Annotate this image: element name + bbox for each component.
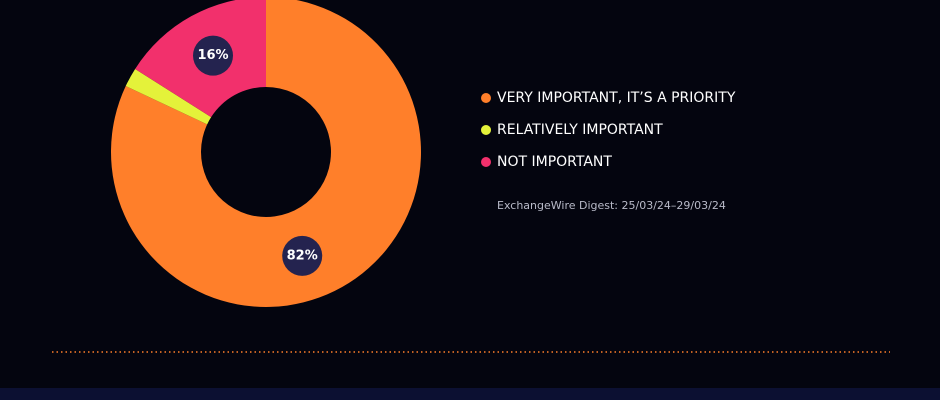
legend-label: NOT IMPORTANT <box>497 154 612 170</box>
legend-swatch <box>481 125 491 135</box>
label-badge <box>193 35 234 76</box>
slice <box>111 0 421 307</box>
slice <box>125 68 212 125</box>
legend-swatch <box>481 93 491 103</box>
legend-label: VERY IMPORTANT, IT’S A PRIORITY <box>497 90 736 106</box>
value-label: 16% <box>197 48 228 63</box>
footer-band <box>0 388 940 400</box>
label-badge <box>282 235 323 276</box>
source: ExchangeWire Digest: 25/03/24–29/03/24 <box>497 199 726 212</box>
legend-label: RELATIVELY IMPORTANT <box>497 122 663 138</box>
value-label: 82% <box>287 248 318 263</box>
legend-swatch <box>481 157 491 167</box>
